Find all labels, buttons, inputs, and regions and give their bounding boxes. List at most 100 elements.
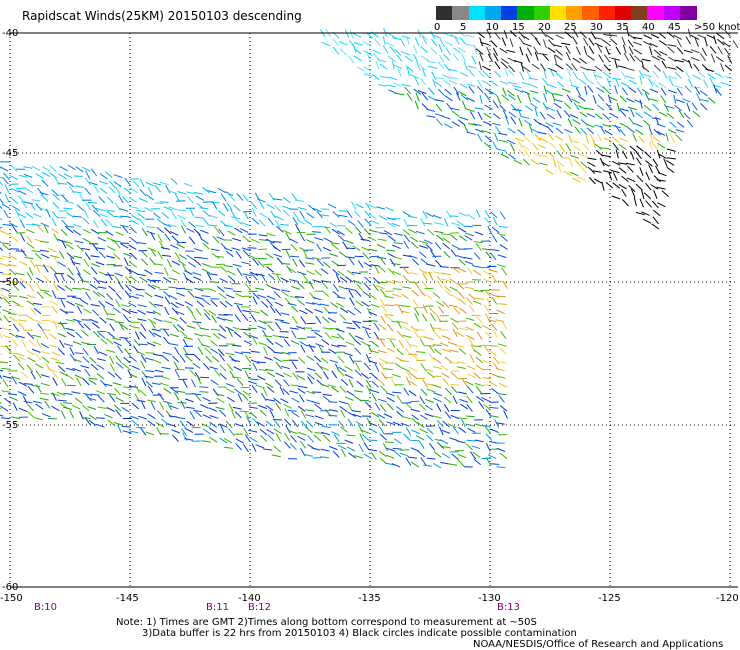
wind-barb (414, 100, 419, 110)
wind-barb (589, 134, 596, 143)
wind-barb (724, 75, 734, 80)
wind-barb (571, 63, 578, 72)
wind-barb (627, 39, 634, 48)
wind-barb (20, 248, 27, 257)
wind-barb (638, 135, 645, 143)
wind-barb (130, 326, 140, 329)
wind-barb (465, 34, 475, 38)
wind-barb (210, 348, 219, 354)
wind-barb (52, 392, 57, 401)
wind-barb (231, 376, 241, 379)
wind-barb (450, 317, 459, 324)
wind-barb (242, 235, 250, 243)
wind-barb (346, 210, 353, 219)
wind-barb (413, 88, 422, 95)
wind-barb (389, 46, 397, 54)
wind-barb (457, 454, 467, 459)
wind-barb (475, 242, 482, 251)
wind-barb (503, 410, 508, 419)
wind-barb (80, 365, 90, 369)
wind-barb (183, 288, 193, 291)
wind-barb (490, 248, 500, 252)
wind-barb (32, 400, 42, 404)
wind-barb (457, 267, 467, 273)
wind-barb (474, 423, 484, 427)
wind-barb (181, 428, 188, 437)
wind-barb (442, 242, 451, 250)
wind-barb (466, 395, 473, 404)
wind-barb (320, 280, 330, 283)
wind-barb (140, 360, 146, 369)
wind-barb (588, 177, 596, 185)
wind-barb (355, 203, 364, 209)
wind-barb (39, 392, 49, 395)
wind-barb (458, 227, 467, 233)
wind-barb (168, 277, 178, 281)
wind-barb (448, 80, 458, 85)
wind-barb (61, 194, 69, 202)
wind-barb (8, 268, 17, 276)
wind-barb (547, 132, 554, 141)
wind-barb (709, 45, 717, 54)
wind-barb (196, 300, 205, 308)
wind-barb (523, 149, 530, 158)
wind-barb (443, 285, 452, 293)
wind-barb (509, 143, 515, 152)
wind-barb (629, 53, 636, 62)
wind-barb (218, 314, 228, 316)
wind-barb (136, 350, 145, 356)
wind-barb (491, 234, 498, 243)
wind-barb (555, 34, 565, 40)
legend-swatch (468, 6, 486, 20)
wind-barb (655, 116, 660, 126)
wind-barb (720, 81, 730, 86)
wind-barb (601, 161, 610, 167)
wind-barb (540, 63, 546, 72)
wind-barb (713, 35, 717, 45)
wind-barb (477, 70, 485, 78)
wind-barb (384, 441, 394, 444)
wind-barb (404, 55, 413, 62)
wind-barb (410, 447, 420, 452)
wind-barb (476, 331, 483, 340)
wind-barb (606, 78, 612, 87)
wind-barb (448, 463, 458, 466)
wind-barb (130, 219, 139, 225)
wind-barb (107, 419, 116, 427)
wind-barb (283, 379, 290, 387)
wind-barb (484, 104, 493, 110)
wind-barb (444, 396, 452, 404)
wind-barb (167, 190, 177, 194)
wind-barb (357, 424, 363, 433)
wind-barb (201, 440, 211, 443)
lat-label-55: -55 (2, 420, 18, 431)
wind-barb (574, 159, 581, 167)
wind-barb (534, 107, 538, 117)
wind-barb (499, 452, 508, 459)
wind-barb (401, 35, 411, 40)
wind-barb (715, 88, 722, 97)
wind-barb (443, 123, 453, 129)
wind-barb (154, 294, 164, 299)
wind-barb (592, 139, 596, 149)
wind-barb (339, 385, 347, 394)
wind-barb (96, 373, 105, 380)
wind-barb (360, 238, 370, 242)
wind-barb (530, 159, 539, 166)
wind-barb (241, 313, 249, 322)
wind-barb (315, 343, 325, 348)
wind-barb (482, 70, 490, 78)
wind-barb (585, 123, 595, 128)
wind-barb (426, 108, 436, 112)
wind-barb (469, 451, 477, 460)
wind-barb (251, 217, 260, 225)
wind-barb (147, 413, 156, 420)
wind-barb (242, 194, 249, 202)
wind-barb (356, 283, 363, 292)
wind-barb (87, 397, 97, 401)
wind-barb (266, 429, 275, 435)
wind-barb (90, 255, 100, 258)
wind-barb (234, 218, 243, 225)
wind-barb (399, 38, 406, 47)
legend-swatch (533, 6, 551, 20)
